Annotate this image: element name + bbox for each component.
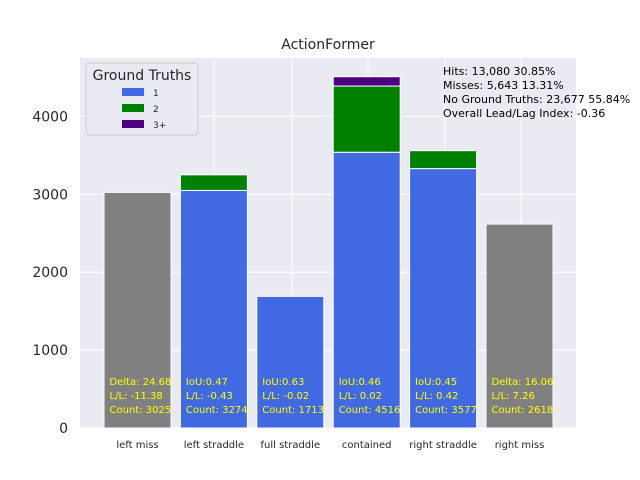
bar-annotation: Count: 3274 — [186, 405, 248, 416]
bar-segment-miss-5 — [485, 223, 554, 429]
bar-annotations: Delta: 24.68 L/L: -11.38 Count: 3025 IoU:0.… — [110, 377, 554, 416]
legend-label: 2 — [153, 105, 159, 115]
x-tick-label: right miss — [495, 440, 545, 451]
bar-annotation: Delta: 16.06 — [492, 377, 554, 388]
chart-title: ActionFormer — [281, 37, 375, 53]
y-tick-label: 1000 — [32, 343, 68, 359]
bar-annotation: IoU:0.45 — [415, 377, 457, 388]
bar-annotation: IoU:0.47 — [186, 377, 228, 388]
x-tick-label: full straddle — [261, 440, 321, 451]
y-tick-label: 4000 — [32, 109, 68, 125]
x-tick-label: left straddle — [184, 440, 244, 451]
bar-annotation: L/L: -11.38 — [110, 391, 163, 402]
bar-annotation: IoU:0.46 — [339, 377, 381, 388]
bar-annotation: Count: 3025 — [110, 405, 172, 416]
legend-swatch — [122, 120, 144, 128]
y-axis-ticks: 0 1000 2000 3000 4000 — [32, 109, 68, 437]
legend-label: 1 — [153, 89, 159, 99]
x-axis-ticks: left miss left straddle full straddle conta… — [116, 440, 544, 451]
bar-segment-miss-0 — [103, 191, 172, 429]
bars — [103, 76, 554, 429]
bar-annotation: L/L: 0.02 — [339, 391, 382, 402]
bar-annotation: L/L: 0.42 — [415, 391, 458, 402]
summary-stat-line: Hits: 13,080 30.85% — [443, 65, 556, 78]
legend-label: 3+ — [153, 121, 166, 131]
x-tick-label: right straddle — [409, 440, 477, 451]
bar-annotation: Delta: 24.68 — [110, 377, 172, 388]
y-tick-label: 3000 — [32, 187, 68, 203]
legend: Ground Truths 1 2 3+ — [85, 62, 199, 136]
legend-swatch — [122, 88, 144, 96]
bar-annotation: L/L: -0.02 — [262, 391, 309, 402]
bar-segment-series-1-4 — [409, 168, 478, 429]
bar-annotation: L/L: 7.26 — [492, 391, 535, 402]
bar-segment-series-2-1 — [179, 174, 248, 191]
bar-segment-series-1-3 — [332, 151, 401, 429]
legend-entries: 1 2 3+ — [122, 88, 166, 131]
x-tick-label: left miss — [116, 440, 158, 451]
legend-title: Ground Truths — [93, 68, 192, 84]
bar-segment-series-3plus-3 — [332, 76, 401, 87]
bar-segment-series-1-1 — [179, 189, 248, 429]
legend-box — [85, 62, 199, 136]
bar-annotation: Count: 2618 — [492, 405, 554, 416]
legend-swatch — [122, 104, 144, 112]
summary-stat-line: Overall Lead/Lag Index: -0.36 — [443, 107, 605, 120]
x-tick-label: contained — [342, 440, 392, 451]
bar-annotation: Count: 3577 — [415, 405, 477, 416]
bar-annotation: IoU:0.63 — [262, 377, 304, 388]
bar-segment-series-2-3 — [332, 85, 401, 153]
bar-segment-series-2-4 — [409, 150, 478, 170]
bar-annotation: Count: 1713 — [262, 405, 324, 416]
y-tick-label: 2000 — [32, 265, 68, 281]
bar-annotation: Count: 4516 — [339, 405, 401, 416]
bar-annotation: L/L: -0.43 — [186, 391, 233, 402]
summary-stat-line: Misses: 5,643 13.31% — [443, 79, 564, 92]
y-tick-label: 0 — [59, 421, 68, 437]
summary-stat-line: No Ground Truths: 23,677 55.84% — [443, 93, 630, 106]
bar-segment-series-1-2 — [256, 295, 325, 429]
summary-stats: Hits: 13,080 30.85%Misses: 5,643 13.31%N… — [443, 65, 630, 120]
